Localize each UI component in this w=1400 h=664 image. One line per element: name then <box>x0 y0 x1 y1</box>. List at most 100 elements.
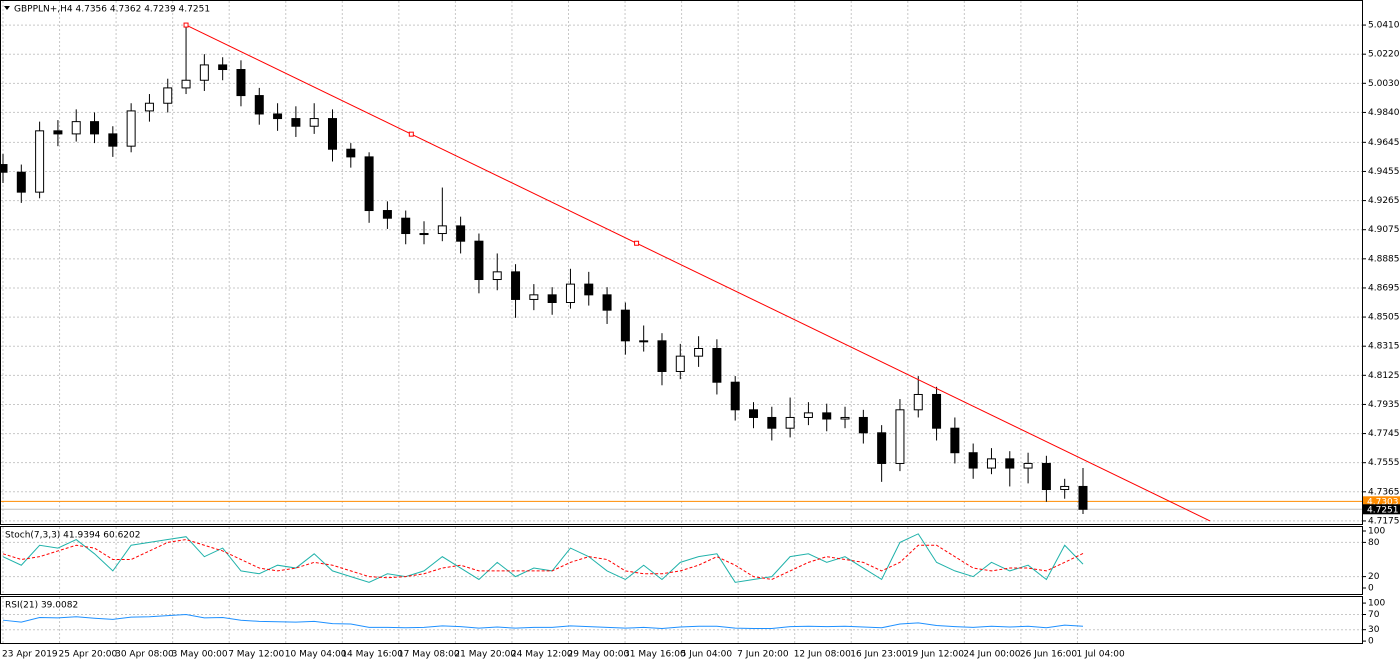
candle-body <box>858 416 868 434</box>
y-tick-label: 5.0030 <box>1368 79 1400 89</box>
candle-body <box>309 118 319 127</box>
candle-body <box>16 171 26 193</box>
candle-body <box>712 347 722 383</box>
x-tick-label: 19 Jun 12:00 <box>907 650 964 660</box>
price-label: 4.7303 <box>1367 497 1399 507</box>
candle-body <box>639 340 649 343</box>
candle-body <box>90 121 100 135</box>
y-tick-label: 4.8125 <box>1368 371 1400 381</box>
candle-body <box>803 412 813 418</box>
y-tick-label: 4.9455 <box>1368 167 1400 177</box>
candle-body <box>199 64 209 81</box>
candle-body <box>749 409 759 418</box>
candle-body <box>474 240 484 281</box>
candle-body <box>1060 485 1070 491</box>
candle-body <box>822 412 832 420</box>
candle-body <box>126 110 136 147</box>
candle-body <box>1023 462 1033 469</box>
candle-body <box>1041 462 1051 491</box>
x-tick-label: 1 Jul 04:00 <box>1076 650 1125 660</box>
indicator-line <box>2 539 1084 580</box>
y-tick-label: 4.9265 <box>1368 196 1400 206</box>
candle-body <box>657 340 667 372</box>
candle-body <box>986 458 996 469</box>
x-tick-label: 3 May 00:00 <box>172 650 228 660</box>
candle-body <box>547 294 557 304</box>
candle-body <box>0 164 8 173</box>
x-tick-label: 23 Apr 2019 <box>2 650 58 660</box>
x-tick-label: 7 Jun 20:00 <box>737 650 789 660</box>
candle-body <box>913 393 923 411</box>
y-tick-label: 4.7745 <box>1368 429 1400 439</box>
candle-body <box>584 283 594 296</box>
candle-body <box>236 69 246 97</box>
pane-title: RSI(21) 39.0082 <box>5 601 78 611</box>
candle-body <box>694 347 704 357</box>
y-tick-label: 4.8315 <box>1368 342 1400 352</box>
trend-handle <box>183 22 189 28</box>
y-tick-label: 30 <box>1368 625 1380 635</box>
x-tick-label: 5 Jun 04:00 <box>681 650 733 660</box>
candle-body <box>382 210 392 219</box>
x-tick-label: 12 Jun 08:00 <box>794 650 851 660</box>
x-tick-label: 26 Jun 16:00 <box>1020 650 1077 660</box>
price-label: 4.7251 <box>1367 505 1399 515</box>
x-tick-label: 7 May 12:00 <box>228 650 284 660</box>
candle-body <box>181 79 191 89</box>
candle-body <box>163 87 173 104</box>
candle-body <box>346 148 356 158</box>
x-tick-label: 24 May 12:00 <box>511 650 573 660</box>
candle-body <box>785 416 795 429</box>
trend-handle <box>408 131 414 137</box>
candle-body <box>877 432 887 464</box>
y-tick-label: 4.7555 <box>1368 458 1400 468</box>
y-tick-label: 4.9075 <box>1368 225 1400 235</box>
main-pane-frame <box>0 0 1363 525</box>
y-tick-label: 4.7935 <box>1368 400 1400 410</box>
candle-body <box>675 355 685 372</box>
x-tick-label: 29 May 00:00 <box>568 650 630 660</box>
candle-body <box>291 118 301 127</box>
x-tick-label: 14 May 16:00 <box>341 650 403 660</box>
y-tick-label: 5.0220 <box>1368 50 1400 60</box>
candle-body <box>144 102 154 112</box>
x-tick-label: 10 May 04:00 <box>285 650 347 660</box>
x-tick-label: 24 Jun 00:00 <box>963 650 1020 660</box>
candle-body <box>1078 485 1088 510</box>
candle-body <box>108 133 118 147</box>
candle-body <box>932 393 942 429</box>
y-tick-label: 4.9645 <box>1368 138 1400 148</box>
trend-line <box>185 24 1211 522</box>
candle-body <box>218 64 228 71</box>
candle-body <box>419 233 429 236</box>
candle-body <box>1005 458 1015 469</box>
candle-body <box>620 309 630 342</box>
candle-body <box>437 225 447 235</box>
candle-body <box>950 427 960 454</box>
pane-title: Stoch(7,3,3) 41.9394 60.6202 <box>5 531 140 541</box>
candle-body <box>35 130 45 193</box>
menu-arrow[interactable] <box>4 6 10 10</box>
candle-body <box>565 283 575 304</box>
y-tick-label: 70 <box>1368 610 1380 620</box>
y-tick-label: 4.9840 <box>1368 108 1400 118</box>
x-tick-label: 16 Jun 23:00 <box>850 650 907 660</box>
x-tick-label: 30 Apr 08:00 <box>115 650 174 660</box>
y-tick-label: 4.8505 <box>1368 313 1400 323</box>
candle-body <box>456 225 466 242</box>
candle-body <box>254 95 264 115</box>
candle-body <box>730 381 740 411</box>
y-tick-label: 4.7175 <box>1368 516 1400 526</box>
indicator-line <box>2 613 1084 630</box>
y-tick-label: 20 <box>1368 572 1380 582</box>
x-tick-label: 31 May 16:00 <box>624 650 686 660</box>
y-tick-label: 4.8695 <box>1368 283 1400 293</box>
y-tick-label: 4.7365 <box>1368 487 1400 497</box>
x-tick-label: 17 May 08:00 <box>398 650 460 660</box>
price-label-box <box>1363 496 1400 507</box>
pane-title: GBPPLN+,H4 4.7356 4.7362 4.7239 4.7251 <box>14 5 210 15</box>
candle-body <box>529 294 539 300</box>
candle-body <box>364 156 374 212</box>
y-tick-label: 80 <box>1368 538 1380 548</box>
